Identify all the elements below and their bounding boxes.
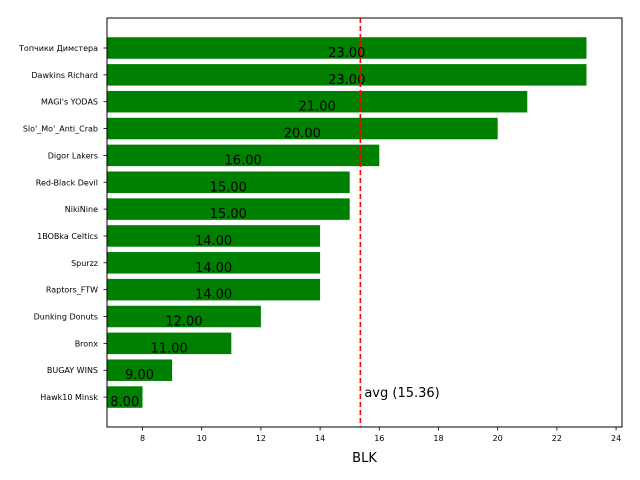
y-tick-label: Dunking Donuts: [34, 313, 98, 322]
y-tick-label: Hawk10 Minsk: [40, 393, 98, 402]
y-tick-label: MAGI's YODAS: [41, 98, 98, 107]
bar: [107, 117, 498, 140]
y-tick-label: Raptors_FTW: [46, 286, 98, 295]
bar: [107, 64, 587, 86]
bar: [107, 37, 587, 59]
x-tick-label: 14: [315, 434, 325, 443]
y-tick-label: Bronx: [75, 339, 99, 348]
bar-value-label: 14.00: [195, 234, 232, 249]
y-axis: Топчики Димстера Dawkins Richard MAGI's YO…: [18, 44, 107, 402]
bar-value-label: 8.00: [110, 395, 139, 410]
x-tick-label: 22: [552, 434, 562, 443]
bar-value-label: 23.00: [328, 73, 365, 88]
bar: [107, 305, 261, 328]
x-tick-label: 16: [374, 434, 384, 443]
bar-value-label: 20.00: [284, 127, 321, 142]
bar-value-label: 14.00: [195, 288, 232, 303]
x-axis: 8 10 12 14 16 18 20 22 24: [140, 427, 621, 443]
bar-value-label: 15.00: [210, 207, 247, 222]
bars-group: [107, 37, 587, 408]
bar: [107, 252, 321, 274]
bar-value-label: 21.00: [299, 100, 336, 115]
x-axis-title: BLK: [352, 451, 377, 466]
y-tick-label: Digor Lakers: [48, 151, 98, 160]
x-tick-label: 18: [433, 434, 443, 443]
bar-value-label: 12.00: [165, 315, 202, 330]
bar-value-labels: 23.00 23.00 21.00 20.00 16.00 15.00 15.00 14.00…: [110, 46, 365, 410]
bar: [107, 386, 143, 408]
bar: [107, 171, 350, 193]
bar: [107, 198, 350, 220]
bar-value-label: 16.00: [225, 153, 262, 168]
x-tick-label: 24: [611, 434, 621, 443]
x-tick-label: 8: [140, 434, 145, 443]
bar-value-label: 23.00: [328, 46, 365, 61]
y-tick-label: Топчики Димстера: [18, 44, 98, 53]
y-tick-label: Spurzz: [71, 259, 98, 268]
y-tick-label: NikiNine: [65, 205, 98, 214]
bar-value-label: 11.00: [151, 341, 188, 356]
y-tick-label: Red-Black Devil: [36, 178, 98, 187]
y-tick-label: Slo'_Mo'_Anti_Crab: [23, 125, 98, 134]
bar: [107, 359, 173, 381]
bar: [107, 332, 232, 355]
bar: [107, 90, 528, 113]
average-label: avg (15.36): [364, 386, 439, 401]
plot-frame: [106, 17, 623, 428]
y-tick-label: Dawkins Richard: [31, 71, 98, 80]
bar-value-label: 15.00: [210, 180, 247, 195]
bar: [107, 278, 321, 301]
x-tick-label: 10: [197, 434, 207, 443]
y-tick-label: 1BOBka Celtics: [37, 232, 98, 241]
bar-value-label: 14.00: [195, 261, 232, 276]
bar-value-label: 9.00: [125, 368, 154, 383]
x-tick-label: 20: [493, 434, 503, 443]
bar: [107, 144, 380, 167]
y-tick-label: BUGAY WINS: [47, 366, 98, 375]
x-tick-label: 12: [256, 434, 266, 443]
bar: [107, 225, 321, 247]
